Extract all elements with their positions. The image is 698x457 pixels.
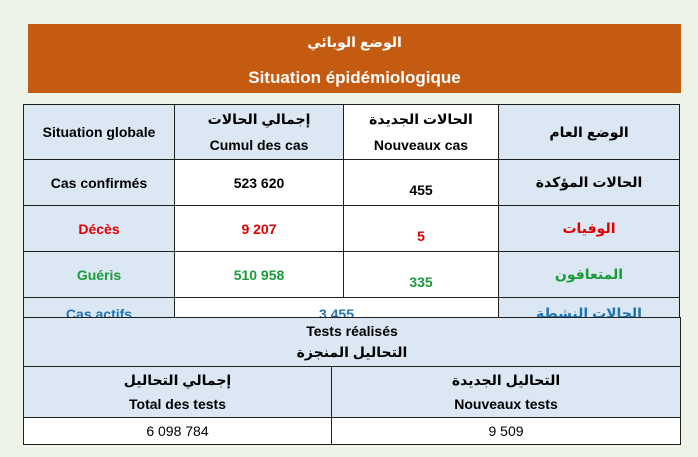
value-nouveaux-confirmes: 455 (343, 159, 499, 206)
value-cumul-confirmes: 523 620 (174, 159, 344, 206)
header-cumul-fr: Cumul des cas (209, 137, 309, 153)
value-cumul-deces: 9 207 (174, 205, 344, 252)
header-nouveaux-tests: التحاليل الجديدة Nouveaux tests (330, 366, 682, 418)
tests-title: Tests réalisés التحاليل المنجزة (22, 317, 682, 367)
tests-table: Tests réalisés التحاليل المنجزة إجمالي ا… (22, 317, 682, 445)
label-gueris: Guéris (23, 251, 175, 298)
header-cumul-ar: إجمالي الحالات (207, 111, 311, 127)
tests-header-row: إجمالي التحاليل Total des tests التحاليل… (23, 366, 682, 418)
table-row-gueris: Guéris 510 958 335 المتعافون (23, 251, 680, 298)
value-nouveaux-deces: 5 (343, 205, 499, 252)
header-nouveaux-tests-ar: التحاليل الجديدة (451, 372, 561, 388)
label-cas-confirmes: Cas confirmés (23, 159, 175, 206)
header-situation-globale: Situation globale (23, 104, 175, 160)
value-nouveaux-tests: 9 509 (330, 417, 682, 445)
value-nouveaux-gueris: 335 (343, 251, 499, 298)
label-deces-ar: الوفيات (498, 205, 680, 252)
tests-title-row: Tests réalisés التحاليل المنجزة (22, 317, 682, 367)
value-cumul-gueris: 510 958 (174, 251, 344, 298)
tests-values-row: 6 098 784 9 509 (23, 417, 682, 445)
title-banner: الوضع الوبائي Situation épidémiologique (28, 24, 681, 93)
label-deces: Décès (23, 205, 175, 252)
situation-table: Situation globale إجمالي الحالات Cumul d… (23, 104, 680, 330)
label-confirmes-ar: الحالات المؤكدة (498, 159, 680, 206)
header-nouveaux-fr: Nouveaux cas (373, 137, 469, 153)
label-gueris-ar: المتعافون (498, 251, 680, 298)
header-nouveaux: الحالات الجديدة Nouveaux cas (343, 104, 499, 160)
header-nouveaux-tests-fr: Nouveaux tests (454, 396, 558, 412)
table-header-row: Situation globale إجمالي الحالات Cumul d… (23, 104, 680, 160)
header-total-tests-ar: إجمالي التحاليل (123, 372, 232, 388)
header-cumul: إجمالي الحالات Cumul des cas (174, 104, 344, 160)
value-total-tests: 6 098 784 (23, 417, 332, 445)
tests-title-ar: التحاليل المنجزة (296, 344, 408, 360)
table-row-deces: Décès 9 207 5 الوفيات (23, 205, 680, 252)
table-row-confirmes: Cas confirmés 523 620 455 الحالات المؤكد… (23, 159, 680, 206)
tests-title-fr: Tests réalisés (306, 323, 398, 339)
title-french: Situation épidémiologique (248, 68, 461, 87)
title-arabic: الوضع الوبائي (307, 34, 402, 50)
header-situation-ar: الوضع العام (498, 104, 680, 160)
header-total-tests-fr: Total des tests (129, 396, 226, 412)
header-total-tests: إجمالي التحاليل Total des tests (23, 366, 332, 418)
header-nouveaux-ar: الحالات الجديدة (369, 111, 473, 127)
